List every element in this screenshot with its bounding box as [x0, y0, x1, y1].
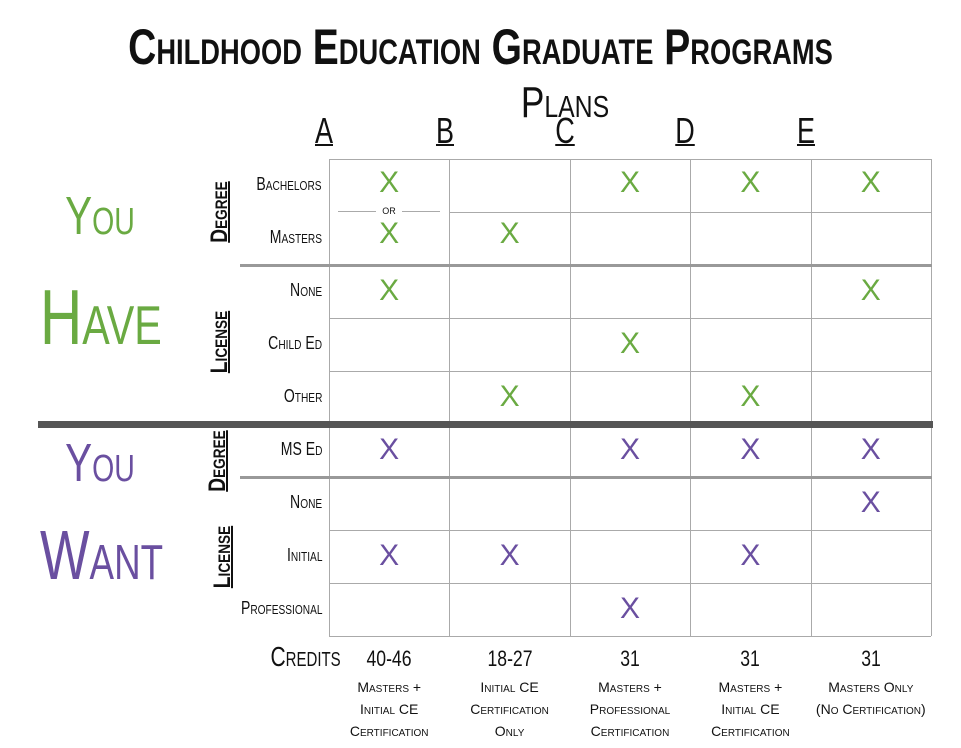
grid-vline: [329, 159, 330, 636]
plan-header-c: C: [555, 110, 575, 151]
grid-hline: [329, 583, 931, 584]
row-label: None: [289, 491, 322, 512]
credit-description: Initial CE Certification Only: [450, 676, 570, 742]
x-mark: X: [379, 538, 400, 572]
grid-vline: [931, 159, 932, 636]
row-label: Child Ed: [268, 332, 322, 353]
or-divider-line: [338, 211, 376, 212]
credit-description-line: Masters Only: [828, 679, 914, 695]
x-mark: X: [619, 326, 640, 360]
credit-description: Masters + Initial CE Certification: [329, 676, 449, 742]
grid-hline: [240, 476, 932, 479]
credit-description: Masters + Initial CE Certification: [690, 676, 810, 742]
grid-hline: [329, 636, 931, 637]
you-want-label-line2: Want: [40, 516, 164, 594]
credit-description-line: Certification: [590, 723, 670, 739]
x-mark: X: [740, 165, 761, 199]
plan-header-d: D: [675, 110, 696, 151]
grid-vline: [690, 159, 692, 636]
you-have-label-line1: You: [65, 186, 135, 246]
you-have-label-line2: Have: [40, 273, 162, 361]
have-want-divider: [38, 421, 933, 428]
credit-description: Masters Only (No Certification): [811, 676, 931, 720]
x-mark: X: [619, 432, 640, 466]
credit-description: Masters + Professional Certification: [570, 676, 690, 742]
credit-description-line: Certification: [349, 723, 429, 739]
credit-description-line: Initial CE: [480, 679, 539, 695]
want-license-group-label: License: [209, 525, 236, 589]
x-mark: X: [619, 165, 640, 199]
x-mark: X: [860, 165, 881, 199]
row-label: Professional: [240, 597, 322, 618]
or-label: or: [382, 202, 396, 217]
credit-description-line: Initial CE: [360, 701, 419, 717]
credit-description-line: Initial CE: [721, 701, 780, 717]
x-mark: X: [499, 216, 520, 250]
row-label: Initial: [286, 544, 322, 565]
grid-hline: [449, 212, 931, 213]
x-mark: X: [499, 538, 520, 572]
row-label: None: [289, 279, 322, 300]
plan-header-e: E: [796, 110, 815, 151]
credit-value: 31: [860, 646, 881, 671]
page-title: Childhood Education Graduate Programs: [128, 19, 833, 75]
you-want-label-line1: You: [65, 433, 135, 493]
credit-description-line: Professional: [589, 701, 671, 717]
x-mark: X: [740, 538, 761, 572]
row-label: Bachelors: [256, 173, 322, 194]
credit-description-line: Masters +: [357, 679, 422, 695]
row-label: Masters: [269, 226, 322, 247]
grid-hline: [329, 318, 931, 319]
x-mark: X: [860, 485, 881, 519]
grid-vline: [449, 159, 451, 636]
credit-description-line: Masters +: [598, 679, 662, 695]
credits-label: Credits: [270, 641, 341, 672]
plans-heading: Plans: [520, 78, 610, 127]
x-mark: X: [619, 591, 640, 625]
have-license-group-label: License: [206, 310, 233, 374]
want-degree-group-label: Degree: [204, 430, 231, 492]
credit-description-line: (No Certification): [815, 701, 926, 717]
grid-hline: [329, 159, 931, 160]
x-mark: X: [860, 432, 881, 466]
x-mark: X: [499, 379, 520, 413]
have-degree-group-label: Degree: [206, 181, 233, 243]
or-divider-line: [402, 211, 440, 212]
credit-value: 40-46: [366, 646, 412, 671]
plan-header-a: A: [315, 110, 334, 151]
grid-hline: [329, 371, 931, 372]
x-mark: X: [740, 432, 761, 466]
credit-description-line: Only: [494, 723, 525, 739]
grid-vline: [569, 159, 571, 636]
x-mark: X: [379, 165, 400, 199]
grid-hline: [240, 264, 932, 267]
credit-description-line: Certification: [470, 701, 549, 717]
grid-vline: [810, 159, 812, 636]
x-mark: X: [860, 273, 881, 307]
row-label: Other: [283, 385, 322, 406]
grid-hline: [329, 530, 931, 531]
x-mark: X: [379, 273, 400, 307]
plan-header-b: B: [435, 110, 454, 151]
x-mark: X: [740, 379, 761, 413]
x-mark: X: [379, 432, 400, 466]
credit-value: 31: [740, 646, 761, 671]
row-label: MS Ed: [280, 438, 322, 459]
credit-value: 18-27: [487, 646, 533, 671]
x-mark: X: [379, 216, 400, 250]
credit-description-line: Certification: [711, 723, 790, 739]
credit-description-line: Masters +: [718, 679, 783, 695]
credit-value: 31: [620, 646, 640, 671]
